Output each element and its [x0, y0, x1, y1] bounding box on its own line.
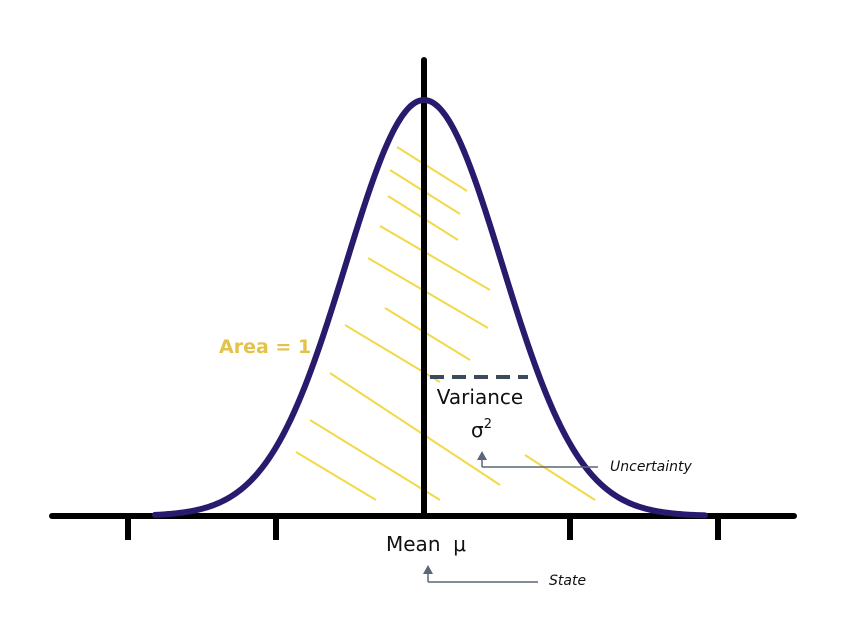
arrow-up-icon — [477, 451, 487, 460]
variance-label: Variance — [437, 385, 523, 409]
axis-ticks — [125, 516, 721, 540]
variance-symbol: σ2 — [471, 417, 492, 442]
arrow-up-icon — [423, 565, 433, 574]
bell-curve — [152, 97, 708, 519]
hatch-line — [367, 257, 489, 329]
sigma-exponent: 2 — [484, 417, 492, 432]
hatch-line — [379, 225, 491, 291]
uncertainty-label: Uncertainty — [610, 459, 693, 475]
mean-label: Mean μ — [386, 532, 466, 556]
area-label: Area = 1 — [219, 336, 311, 358]
hatch-line — [524, 454, 596, 501]
hatch-line — [384, 307, 471, 361]
sigma-symbol: σ — [471, 418, 484, 442]
state-pointer — [423, 565, 538, 583]
hatch-line — [329, 372, 501, 486]
state-label: State — [549, 573, 586, 589]
area-hatch-fill — [295, 146, 596, 501]
hatch-line — [309, 419, 441, 501]
uncertainty-pointer — [477, 451, 598, 468]
hatch-line — [295, 451, 377, 501]
hatch-line — [396, 146, 468, 192]
